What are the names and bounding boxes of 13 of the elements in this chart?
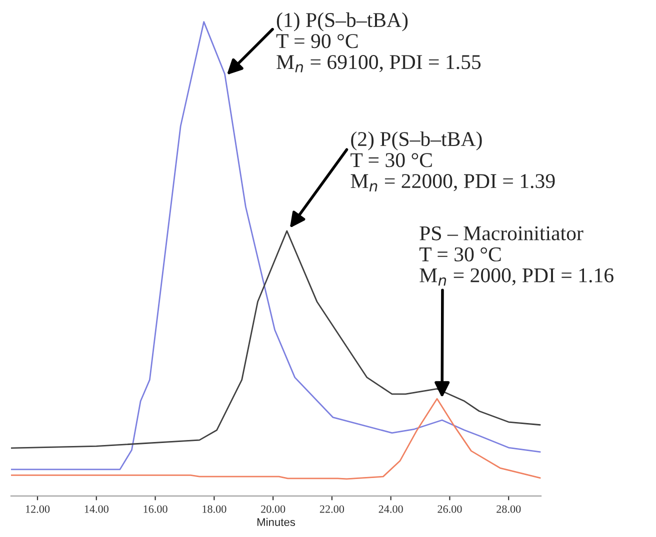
x-axis-title: Minutes: [257, 518, 296, 526]
x-tick-label: 22.00: [320, 505, 344, 513]
annotation: PS – Macroinitiator T = 30 °C M$_{n}$ = 2000, PDI = 1.16: [419, 226, 614, 286]
x-tick-label: 24.00: [378, 505, 403, 513]
x-tick-label: 28.00: [496, 505, 521, 513]
x-tick-label: 12.00: [26, 505, 50, 513]
x-tick-label: 14.00: [84, 505, 108, 513]
x-tick-label: 20.00: [261, 505, 286, 513]
annotation: (2) P(S–b–tBA) T = 30 °C M$_{n}$ = 22000, PDI = 1.39: [350, 131, 555, 192]
x-tick-label: 16.00: [144, 505, 168, 513]
annotation: (1) P(S–b–tBA) T = 90 °C M$_{n}$ = 69100, PDI = 1.55: [276, 12, 481, 72]
x-tick-label: 26.00: [438, 505, 462, 513]
x-tick-label: 18.00: [202, 505, 226, 513]
